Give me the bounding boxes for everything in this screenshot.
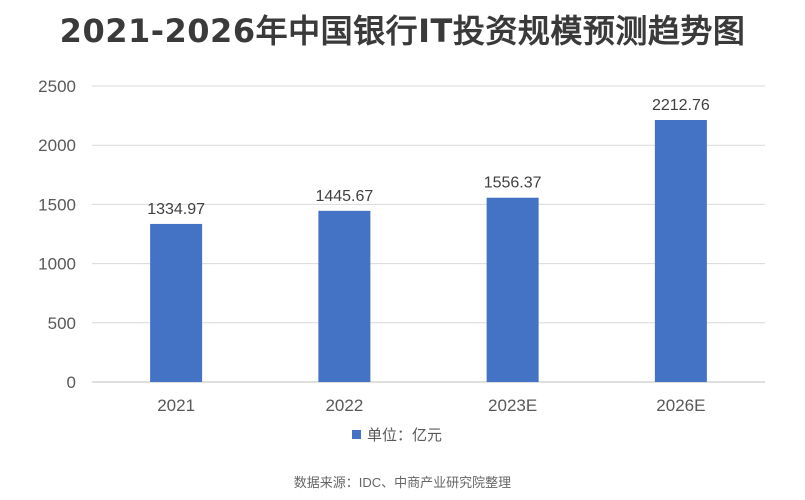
bar-chart: 0 500 1000 1500 2000 2500 1334.97 1445.67 1556.… xyxy=(38,77,765,444)
chart-title: 2021-2026年中国银行IT投资规模预测趋势图 xyxy=(59,12,746,50)
bars xyxy=(150,120,707,382)
x-tick-label: 2026E xyxy=(656,396,705,415)
x-tick-label: 2021 xyxy=(157,396,195,415)
x-tick-label: 2022 xyxy=(325,396,363,415)
y-axis-ticks: 0 500 1000 1500 2000 2500 xyxy=(38,77,76,392)
bar-2026E xyxy=(654,120,707,382)
y-tick-label: 2500 xyxy=(38,77,76,96)
bar-2022 xyxy=(318,210,371,382)
data-label: 1334.97 xyxy=(147,201,205,218)
data-label: 1556.37 xyxy=(484,175,542,192)
x-tick-label: 2023E xyxy=(488,396,537,415)
y-tick-label: 0 xyxy=(67,373,76,392)
data-label: 1445.67 xyxy=(315,188,373,205)
gridlines xyxy=(92,85,765,383)
y-tick-label: 1000 xyxy=(38,255,76,274)
source-note: 数据来源：IDC、中商产业研究院整理 xyxy=(293,475,512,490)
bar-2023E xyxy=(486,197,539,382)
y-tick-label: 1500 xyxy=(38,195,76,214)
legend: 单位：亿元 xyxy=(352,426,442,444)
y-tick-label: 500 xyxy=(48,314,76,333)
data-labels: 1334.97 1445.67 1556.37 2212.76 xyxy=(147,97,710,218)
y-tick-label: 2000 xyxy=(38,136,76,155)
bar-2021 xyxy=(150,223,203,382)
legend-label: 单位：亿元 xyxy=(367,426,442,444)
x-axis-ticks: 2021 2022 2023E 2026E xyxy=(157,396,705,415)
data-label: 2212.76 xyxy=(652,97,710,114)
legend-swatch xyxy=(352,430,361,439)
